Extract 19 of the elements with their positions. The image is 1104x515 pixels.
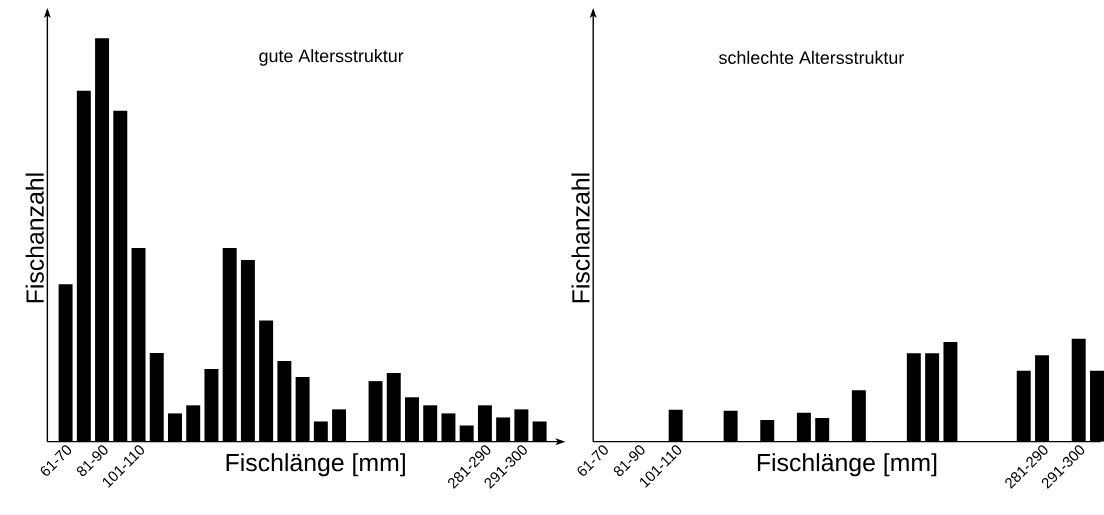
bar (1016, 370, 1031, 442)
bar (796, 412, 811, 442)
y-axis-title: Fischanzahl (25, 173, 44, 303)
x-axis-title: Fischlänge [mm] (226, 452, 405, 477)
bar (1071, 338, 1086, 442)
bar (943, 341, 958, 442)
y-axis-title: Fischanzahl (571, 173, 590, 303)
bar (925, 353, 940, 442)
bar (815, 417, 830, 442)
bar (1035, 355, 1050, 442)
bar (851, 390, 866, 442)
bar (668, 409, 683, 442)
bar (1090, 370, 1104, 442)
chart-title: schlechte Altersstruktur (719, 50, 904, 64)
text: gute Altersstruktur (259, 48, 404, 66)
bar (723, 410, 738, 442)
bar (906, 353, 921, 442)
bar (760, 419, 775, 442)
x-axis-title: Fischlänge [mm] (757, 452, 937, 477)
